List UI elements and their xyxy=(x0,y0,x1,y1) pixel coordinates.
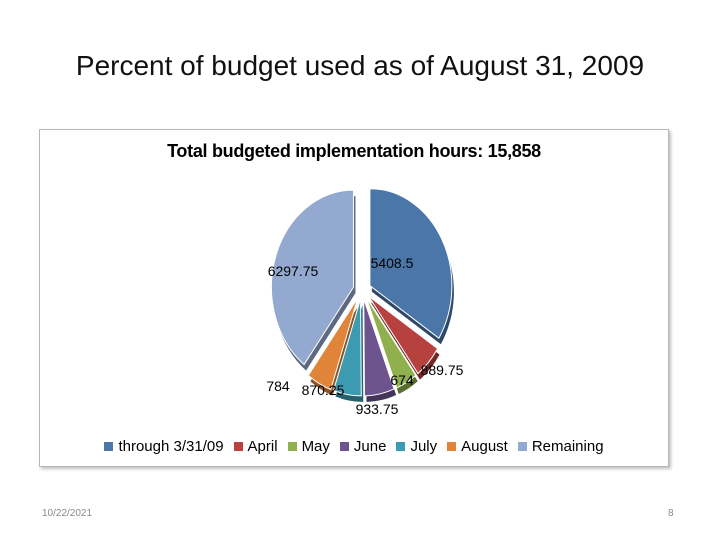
data-label: 674 xyxy=(390,372,414,388)
legend-swatch xyxy=(447,442,457,451)
data-label: 6297.75 xyxy=(268,263,319,279)
chart-container: Total budgeted implementation hours: 15,… xyxy=(39,129,669,467)
data-label: 784 xyxy=(266,378,290,394)
legend-label: June xyxy=(353,438,387,455)
legend-item: Remaining xyxy=(517,438,604,455)
legend-swatch xyxy=(517,442,527,451)
legend-label: through 3/31/09 xyxy=(118,438,224,455)
pie-slice-june xyxy=(363,298,395,397)
legend-label: August xyxy=(461,438,508,455)
legend-item: May xyxy=(287,438,330,455)
pie-slice-through-3-31-09 xyxy=(369,188,453,339)
data-label: 5408.5 xyxy=(371,255,414,271)
chart-title: Total budgeted implementation hours: 15,… xyxy=(167,141,541,161)
footer-date: 10/22/2021 xyxy=(42,508,93,519)
legend-item: August xyxy=(447,438,508,455)
data-label: 933.75 xyxy=(356,401,399,417)
legend-swatch xyxy=(339,442,349,451)
legend-label: April xyxy=(247,438,278,455)
legend-label: May xyxy=(301,438,330,455)
legend-item: April xyxy=(233,438,278,455)
legend-swatch xyxy=(104,442,114,451)
pie-slice-may xyxy=(365,297,417,389)
legend-item: July xyxy=(396,438,437,455)
legend-swatch xyxy=(396,442,406,451)
pie-slice-august xyxy=(307,297,359,391)
data-label: 870.25 xyxy=(302,382,345,398)
legend-swatch xyxy=(287,442,297,451)
legend-label: Remaining xyxy=(531,438,604,455)
data-label: 889.75 xyxy=(421,362,464,378)
legend-label: July xyxy=(410,438,438,455)
pie-chart: 5408.5 889.75 674 933.75 870.25 784 6297.75 xyxy=(266,188,464,417)
pie-slice-april xyxy=(368,295,439,375)
chart-legend: through 3/31/09 April May June July August Rem… xyxy=(40,438,668,455)
legend-item: June xyxy=(339,438,387,455)
legend-swatch xyxy=(233,442,243,451)
slide-title: Percent of budget used as of August 31, … xyxy=(75,50,645,81)
pie-slice-july xyxy=(332,298,362,397)
page-number: 8 xyxy=(668,508,674,519)
pie-slice-remaining xyxy=(270,189,354,366)
legend-item: through 3/31/09 xyxy=(104,438,224,455)
